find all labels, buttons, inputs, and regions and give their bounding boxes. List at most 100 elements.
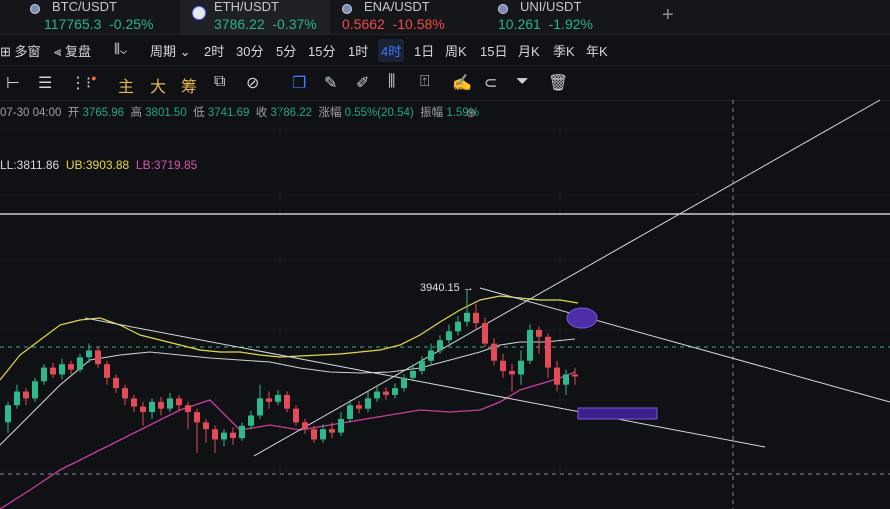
lock-icon[interactable]: ⍐ (420, 73, 430, 90)
candle-body (320, 429, 326, 440)
interval-month[interactable]: 月K (518, 44, 540, 59)
edit-icon[interactable]: ✍ (452, 75, 472, 92)
btc-coin-icon (30, 4, 40, 14)
magnet-icon[interactable]: ⊂ (484, 75, 498, 92)
candle-body (131, 398, 137, 407)
interval-15d[interactable]: 15日 (480, 44, 508, 59)
candle-body (383, 391, 389, 395)
candle-body (464, 312, 470, 322)
big-order-button[interactable]: 大 (150, 79, 167, 96)
filter-icon[interactable]: ⏷ (516, 73, 529, 90)
candle-body (347, 405, 353, 419)
candle-body (401, 377, 407, 389)
candle-body (302, 422, 308, 430)
interval-5m[interactable]: 5分 (276, 44, 297, 59)
crosshair-icon[interactable]: ⊢ (6, 75, 20, 92)
interval-4h[interactable]: 4时 (378, 39, 405, 62)
ena-coin-icon (342, 4, 352, 14)
candle-body (482, 323, 488, 344)
tab-btc[interactable]: BTC/USDT 117765.3 -0.25% (30, 0, 180, 34)
candle-body (23, 391, 29, 399)
candle-body (518, 360, 524, 375)
pen-icon[interactable]: ✐ (356, 75, 370, 92)
interval-1d[interactable]: 1日 (414, 44, 435, 59)
tab-pair-label: ETH/USDT (214, 0, 279, 14)
candle-body (275, 394, 281, 402)
candle-body (365, 398, 371, 409)
tab-uni[interactable]: UNI/USDT 10.261 -1.92% (498, 0, 648, 34)
candle-body (446, 331, 452, 341)
eth-coin-icon (192, 6, 206, 20)
main-indicator-button[interactable]: 主 (118, 79, 135, 96)
tab-eth[interactable]: ETH/USDT 3786.22 -0.37% (180, 0, 330, 34)
candle-body (563, 374, 569, 385)
candle-body (59, 364, 65, 375)
trash-icon[interactable]: 🗑 (548, 75, 569, 92)
interval-30m[interactable]: 30分 (236, 44, 264, 59)
candle-body (356, 405, 362, 409)
interval-2h[interactable]: 2时 (204, 44, 225, 59)
candle-body (203, 422, 209, 430)
candle-body (239, 425, 245, 439)
uni-coin-icon (498, 4, 508, 14)
chip-button[interactable]: 筹 (181, 79, 198, 96)
candle-body (185, 405, 191, 413)
tab-price: 117765.3 -0.25% (44, 16, 154, 32)
candle-body (491, 343, 497, 361)
candle-body (545, 336, 551, 368)
pair-tab-bar: BTC/USDT 117765.3 -0.25% ETH/USDT 3786.2… (0, 0, 890, 35)
interval-1h[interactable]: 1时 (348, 44, 369, 59)
candle-body (122, 388, 128, 399)
drawing-toolbar: ⊢ ☰ ⋮⁝● 主 大 筹 ⧉ ⊘ ❐ ✎ ✐ ⫼ ⍐ ✍ ⊂ ⏷ 🗑 (0, 66, 890, 101)
screenshot-icon[interactable]: ⧉ (214, 73, 226, 90)
replay-button[interactable]: ⫷ 复盘 (54, 44, 91, 59)
interval-week[interactable]: 周K (445, 44, 467, 59)
tab-price: 0.5662 -10.58% (342, 16, 445, 32)
boll-upper-band (0, 295, 579, 381)
period-dropdown[interactable]: 周期 ⌄ (150, 44, 191, 59)
candle-body (500, 360, 506, 371)
hide-drawings-icon[interactable]: ⊘ (246, 75, 260, 92)
candle-body (221, 432, 227, 440)
candle-body (293, 408, 299, 423)
candle-body (509, 371, 515, 375)
multi-window-button[interactable]: ⊞ 多窗 (0, 44, 41, 59)
interval-year[interactable]: 年K (586, 44, 608, 59)
chart-type-button[interactable]: ⫼⌄ (114, 41, 128, 56)
copy-icon[interactable]: ❐ (292, 75, 307, 92)
menu-icon[interactable]: ☰ (38, 75, 53, 92)
candle-body (140, 406, 146, 413)
candle-body (32, 381, 38, 399)
tab-price: 10.261 -1.92% (498, 16, 593, 32)
interval-toolbar: ⊞ 多窗 ⫷ 复盘 ⫼⌄ 周期 ⌄ 2时 30分 5分 15分 1时 4时 1日… (0, 35, 890, 66)
candle-body (230, 432, 236, 439)
visibility-eye-icon[interactable]: ⊛ (466, 106, 477, 120)
candles-group (5, 288, 578, 454)
candle-body (266, 398, 272, 402)
candle-body (311, 429, 317, 440)
candle-body (428, 350, 434, 361)
target-zone-box (577, 407, 658, 420)
interval-quarter[interactable]: 季K (553, 44, 575, 59)
candle-body (14, 391, 20, 406)
interval-15m[interactable]: 15分 (308, 44, 336, 59)
tab-pair-label: BTC/USDT (52, 0, 117, 14)
candle-body (572, 374, 578, 377)
candle-body (410, 371, 416, 378)
candle-body (167, 398, 173, 409)
boll-lower-band (0, 371, 576, 509)
candle-body (329, 429, 335, 433)
candle-body (5, 405, 11, 423)
add-tab-button[interactable]: + (662, 4, 674, 26)
indicator-icon[interactable]: ⋮⁝● (70, 73, 97, 92)
bars-icon[interactable]: ⫼ (388, 73, 396, 90)
candle-body (437, 340, 443, 351)
ruler-icon[interactable]: ✎ (324, 75, 338, 92)
candle-body (527, 329, 533, 361)
candle-body (455, 321, 461, 332)
candle-body (158, 401, 164, 409)
candle-body (554, 367, 560, 385)
tab-pair-label: UNI/USDT (520, 0, 582, 14)
tab-ena[interactable]: ENA/USDT 0.5662 -10.58% (342, 0, 492, 34)
